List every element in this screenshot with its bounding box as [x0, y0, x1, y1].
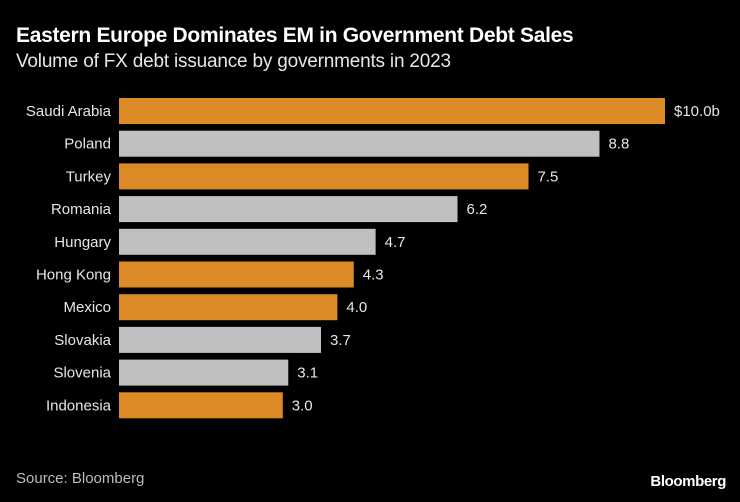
category-label: Saudi Arabia	[26, 103, 112, 120]
bar-mexico	[119, 294, 338, 321]
bloomberg-logo: Bloomberg	[650, 473, 726, 490]
data-label: 8.8	[608, 136, 629, 153]
data-label: 4.7	[385, 234, 406, 251]
data-label: 3.7	[330, 332, 351, 349]
category-label: Hungary	[54, 234, 111, 251]
bar-poland	[119, 130, 600, 157]
category-label: Turkey	[66, 168, 112, 185]
category-label: Slovenia	[53, 365, 111, 382]
bar-turkey	[119, 163, 529, 190]
bar-hong-kong	[119, 261, 354, 288]
category-label: Romania	[51, 201, 112, 218]
bar-hungary	[119, 228, 376, 255]
category-label: Slovakia	[54, 332, 111, 349]
category-label: Hong Kong	[36, 267, 111, 284]
source-note: Source: Bloomberg	[16, 470, 145, 487]
category-label: Mexico	[63, 299, 111, 316]
data-label: 4.0	[346, 299, 367, 316]
bar-saudi-arabia	[119, 98, 665, 124]
bar-romania	[119, 196, 458, 223]
chart-title: Eastern Europe Dominates EM in Governmen…	[16, 24, 574, 47]
data-label: 3.0	[292, 397, 313, 414]
bar-slovakia	[119, 326, 322, 353]
data-label: 4.3	[363, 267, 384, 284]
data-label: $10.0b	[674, 103, 720, 120]
category-label: Indonesia	[46, 397, 112, 414]
data-label: 7.5	[538, 168, 559, 185]
data-label: 6.2	[467, 201, 488, 218]
bar-indonesia	[119, 392, 283, 419]
bar-slovenia	[119, 359, 289, 386]
data-label: 3.1	[297, 365, 318, 382]
chart-subtitle: Volume of FX debt issuance by government…	[16, 51, 451, 72]
category-label: Poland	[64, 136, 111, 153]
